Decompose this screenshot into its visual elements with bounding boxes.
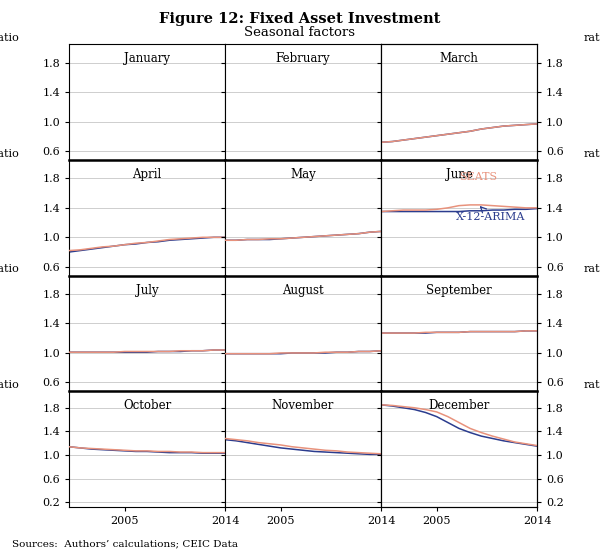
Text: January: January — [124, 53, 170, 65]
Text: ratio: ratio — [584, 380, 600, 390]
Text: November: November — [272, 399, 334, 412]
Text: February: February — [275, 53, 331, 65]
Text: Sources:  Authors’ calculations; CEIC Data: Sources: Authors’ calculations; CEIC Dat… — [12, 540, 238, 548]
Text: SEATS: SEATS — [459, 172, 497, 182]
Text: March: March — [440, 53, 478, 65]
Text: ratio: ratio — [0, 33, 19, 43]
Text: August: August — [282, 284, 324, 297]
Text: X-12-ARIMA: X-12-ARIMA — [456, 207, 525, 222]
Text: July: July — [136, 284, 158, 297]
Text: June: June — [446, 168, 472, 181]
Text: ratio: ratio — [584, 149, 600, 159]
Text: December: December — [428, 399, 490, 412]
Text: ratio: ratio — [584, 33, 600, 43]
Text: September: September — [426, 284, 492, 297]
Text: May: May — [290, 168, 316, 181]
Text: ratio: ratio — [0, 149, 19, 159]
Text: October: October — [123, 399, 171, 412]
Text: ratio: ratio — [0, 380, 19, 390]
Text: ratio: ratio — [584, 264, 600, 274]
Text: April: April — [133, 168, 161, 181]
Text: Seasonal factors: Seasonal factors — [245, 26, 355, 39]
Text: Figure 12: Fixed Asset Investment: Figure 12: Fixed Asset Investment — [160, 12, 440, 26]
Text: ratio: ratio — [0, 264, 19, 274]
